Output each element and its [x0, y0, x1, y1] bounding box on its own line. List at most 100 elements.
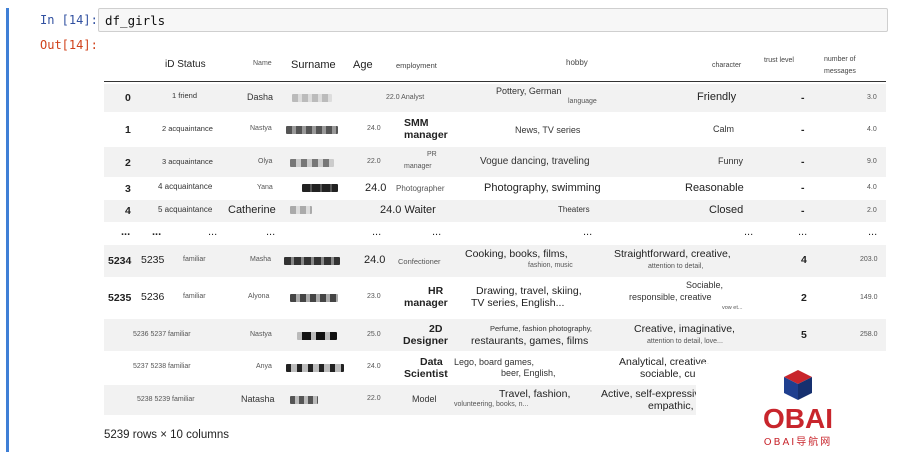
header-trust-level: trust level — [764, 57, 794, 64]
messages-cell: 3.0 — [867, 94, 877, 101]
hobby-cell: Theaters — [558, 205, 590, 214]
hobby-cell-line2: restaurants, games, films — [471, 335, 589, 347]
employment-cell: PR — [427, 151, 437, 158]
surname-redacted — [290, 294, 338, 302]
character-cell-line2: attention to detail, — [648, 263, 704, 270]
id-cell: 5235 — [141, 254, 165, 266]
code-input-area[interactable]: df_girls — [98, 8, 888, 32]
hobby-cell: Drawing, travel, skiing, — [476, 285, 582, 297]
id-cell: ... — [152, 226, 162, 238]
employment-cell: Confectioner — [398, 257, 441, 266]
row-index: 3 — [125, 183, 131, 195]
age-cell: 24.0 — [367, 363, 381, 370]
character-cell: Active, self-expressiv — [601, 388, 700, 400]
name-cell: ... — [266, 226, 276, 238]
trust-cell: - — [801, 124, 805, 136]
messages-cell: 149.0 — [860, 294, 878, 301]
name-cell: Natasha — [241, 394, 275, 404]
messages-cell: 9.0 — [867, 158, 877, 165]
cube-logo-icon: OBAI OBAI导航网 — [763, 370, 833, 448]
surname-redacted — [286, 364, 344, 372]
messages-cell: 2.0 — [867, 207, 877, 214]
employment-cell-line2: manager — [404, 129, 448, 141]
id-cell: 5238 5239 familiar — [137, 396, 195, 403]
row-index: 0 — [125, 92, 131, 104]
table-row: 5234 5235 familiar Masha 24.0 Confection… — [104, 245, 886, 277]
surname-redacted — [290, 396, 318, 404]
character-cell-line2: sociable, cu — [640, 368, 696, 380]
character-cell: Calm — [713, 124, 735, 134]
age-cell: 23.0 — [367, 293, 381, 300]
table-row: 2 3 acquaintance Olya 22.0 PR manager Vo… — [104, 147, 886, 177]
employment-cell: Model — [412, 394, 437, 404]
row-index: 5234 — [108, 255, 132, 267]
messages-cell: ... — [868, 226, 878, 238]
employment-cell-line2: manager — [404, 297, 448, 309]
id-cell: 5237 5238 familiar — [133, 363, 191, 370]
table-row: 3 4 acquaintance Yana 24.0 Photographer … — [104, 178, 886, 199]
status-cell: 2 acquaintance — [162, 124, 213, 133]
header-surname: Surname — [291, 59, 336, 71]
table-row: 1 2 acquaintance Nastya 24.0 SMM manager… — [104, 114, 886, 146]
trust-cell: 2 — [801, 292, 807, 304]
messages-cell: 4.0 — [867, 126, 877, 133]
hobby-cell: Perfume, fashion photography, — [490, 324, 593, 333]
surname-redacted — [284, 257, 340, 265]
employment-cell: 22.0 Analyst — [386, 94, 425, 101]
character-cell: Sociable, — [686, 280, 724, 290]
hobby-cell: News, TV series — [515, 125, 581, 135]
character-cell: Friendly — [697, 91, 737, 103]
age-cell: 24.0 — [367, 125, 381, 132]
row-index: 1 — [125, 124, 131, 136]
character-cell: Funny — [718, 156, 744, 166]
header-name: Name — [253, 60, 272, 67]
name-cell: Nastya — [250, 125, 272, 132]
employment-cell: 24.0 Waiter — [380, 204, 436, 216]
input-prompt: In [14]: — [40, 13, 98, 27]
status-cell: 5 acquaintance — [158, 205, 213, 214]
logo-main-text: OBAI — [763, 403, 833, 434]
trust-cell: - — [801, 92, 805, 104]
header-employment: employment — [396, 61, 437, 70]
header-messages: number of messages — [824, 56, 856, 75]
hobby-cell: ... — [583, 226, 593, 238]
hobby-cell: Photography, swimming — [484, 182, 601, 194]
surname-redacted — [297, 332, 337, 340]
hobby-cell-line2: fashion, music — [528, 262, 573, 269]
employment-cell-line2: Scientist — [404, 368, 448, 380]
age-cell: 24.0 — [365, 182, 387, 194]
employment-cell-line2: Designer — [403, 335, 448, 347]
table-row: 5236 5237 familiar Nastya 25.0 2D Design… — [104, 319, 886, 351]
age-cell: 25.0 — [367, 331, 381, 338]
employment-cell: HR — [428, 285, 444, 297]
cell-selection-bar — [6, 8, 9, 452]
table-row: 0 1 friend Dasha 22.0 Analyst Pottery, G… — [104, 84, 886, 112]
hobby-cell-line2: beer, English, — [501, 368, 556, 378]
name-cell: Yana — [257, 184, 273, 191]
name-cell: Nastya — [250, 331, 272, 338]
name-cell: Catherine — [228, 204, 276, 216]
employment-cell-line2: manager — [404, 163, 432, 170]
trust-cell: - — [801, 156, 805, 168]
name-cell: Dasha — [247, 92, 274, 102]
table-row: 5235 5236 familiar Alyona 23.0 HR manage… — [104, 279, 886, 317]
trust-cell: 4 — [801, 254, 807, 266]
logo-sub-text: OBAI导航网 — [764, 435, 833, 448]
table-row: 4 5 acquaintance Catherine 24.0 Waiter T… — [104, 200, 886, 222]
hobby-cell-line2: language — [568, 98, 597, 105]
header-id-status: iD Status — [165, 59, 206, 70]
surname-redacted — [286, 126, 338, 134]
employment-cell: Data — [420, 356, 443, 368]
hobby-cell: Lego, board games, — [454, 357, 535, 367]
employment-cell: 2D — [429, 323, 443, 335]
surname-redacted — [290, 206, 312, 214]
hobby-cell: Pottery, German — [496, 86, 562, 96]
header-hobby: hobby — [566, 58, 588, 67]
hobby-cell: Cooking, books, films, — [465, 248, 568, 260]
trust-cell: ... — [798, 226, 808, 238]
row-count-footer: 5239 rows × 10 columns — [104, 429, 229, 441]
watermark-logo: OBAI OBAI导航网 — [696, 364, 900, 454]
character-cell: Creative, imaginative, — [634, 323, 735, 335]
character-cell: Closed — [709, 204, 744, 216]
